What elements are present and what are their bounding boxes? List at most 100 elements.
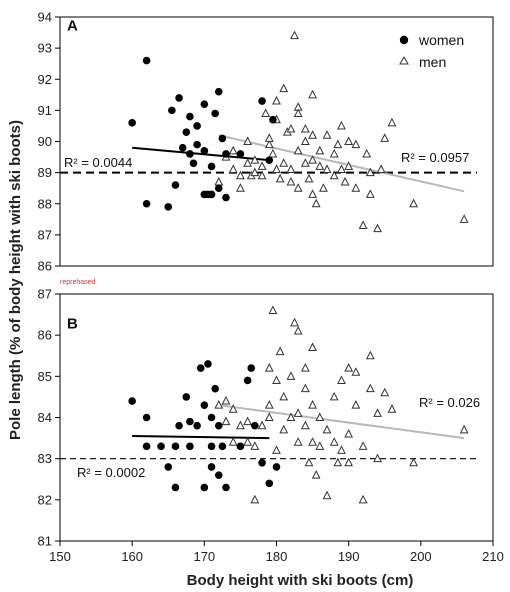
women-point <box>171 181 180 189</box>
men-point <box>268 305 278 314</box>
men-point <box>235 170 245 180</box>
women-point <box>204 360 212 368</box>
women-point <box>211 109 219 118</box>
men-point <box>293 183 303 192</box>
men-point <box>264 412 274 421</box>
y-tick-label: 86 <box>38 328 52 343</box>
men-point <box>365 383 375 393</box>
men-point <box>351 400 361 409</box>
x-tick-label: 190 <box>338 549 360 564</box>
men-point <box>311 198 321 208</box>
y-tick-label: 84 <box>38 410 52 425</box>
men-point <box>337 164 346 174</box>
women-point <box>182 393 191 401</box>
panel-a-r2-men: R² = 0.0957 <box>401 150 469 165</box>
women-point <box>175 94 183 102</box>
men-point <box>293 325 303 335</box>
men-point <box>308 189 318 198</box>
women-point <box>222 483 230 492</box>
women-point <box>186 417 194 426</box>
men-point <box>358 441 368 450</box>
men-point <box>344 457 354 467</box>
men-point <box>228 437 238 446</box>
men-point <box>257 170 267 180</box>
women-point <box>196 364 205 372</box>
women-point <box>207 413 216 422</box>
men-point <box>308 130 318 139</box>
panel-a-r2-women: R² = 0.0044 <box>64 155 132 170</box>
women-point <box>193 122 201 130</box>
men-point <box>250 494 260 504</box>
panel-b-r2-men: R² = 0.026 <box>419 395 480 410</box>
men-point <box>272 445 281 454</box>
men-point <box>344 161 354 170</box>
men-point <box>362 148 372 158</box>
women-point <box>142 413 151 422</box>
women-point <box>258 97 266 105</box>
women-point <box>186 150 194 158</box>
men-fit-line <box>218 134 465 193</box>
women-point <box>168 106 176 115</box>
panel-b-men-points <box>214 305 469 504</box>
women-point <box>218 134 227 143</box>
women-point <box>142 199 151 208</box>
men-point <box>243 158 253 167</box>
women-point <box>258 458 266 467</box>
women-point <box>186 442 194 451</box>
panel-b-x-ticks: 150 160 170 180 190 200 210 <box>49 541 504 564</box>
men-point <box>264 133 274 142</box>
men-point <box>279 424 289 434</box>
men-point <box>214 176 224 186</box>
men-point <box>221 416 231 426</box>
men-point <box>373 453 382 463</box>
women-point <box>214 184 223 192</box>
women-point <box>193 421 201 430</box>
panel-b-fit-lines <box>132 404 465 440</box>
y-tick-label: 87 <box>38 287 52 302</box>
women-point <box>218 442 227 451</box>
men-point <box>322 164 332 174</box>
women-point <box>164 463 173 471</box>
panel-b: B 81 82 83 84 85 86 87 150 160 170 180 190 200 210 R… <box>38 287 504 565</box>
women-point <box>171 483 180 492</box>
men-point <box>380 133 390 142</box>
men-point <box>261 108 271 117</box>
men-point <box>264 400 274 409</box>
women-point <box>193 140 201 149</box>
men-point <box>365 350 375 360</box>
panel-a-fit-lines <box>132 134 465 193</box>
men-point <box>459 214 469 223</box>
men-point <box>228 404 238 413</box>
men-point <box>409 198 419 208</box>
men-point <box>250 155 260 164</box>
x-axis-title: Body height with ski boots (cm) <box>187 572 414 589</box>
women-point <box>207 162 216 171</box>
women-point <box>243 376 252 385</box>
men-point <box>243 437 253 446</box>
x-tick-label: 180 <box>266 549 288 564</box>
men-point <box>293 408 303 417</box>
women-point <box>222 150 230 158</box>
women-point <box>207 442 216 451</box>
men-point <box>257 420 267 430</box>
women-point <box>251 421 259 430</box>
women-point <box>182 128 191 136</box>
men-point <box>380 387 390 397</box>
y-tick-label: 88 <box>38 196 52 211</box>
men-point <box>358 494 368 504</box>
men-point <box>308 400 318 409</box>
men-point <box>311 470 321 479</box>
y-tick-label: 87 <box>38 227 52 242</box>
men-point <box>337 445 346 454</box>
women-point <box>200 100 209 108</box>
women-point <box>186 112 194 121</box>
y-tick-label: 82 <box>38 492 52 507</box>
x-tick-label: 160 <box>121 549 143 564</box>
men-point <box>279 158 289 167</box>
women-fit-line <box>132 435 270 440</box>
women-point <box>265 156 274 164</box>
panel-b-label: B <box>67 315 78 332</box>
men-point <box>272 375 281 384</box>
y-tick-label: 86 <box>38 259 52 274</box>
y-tick-label: 91 <box>38 103 52 118</box>
